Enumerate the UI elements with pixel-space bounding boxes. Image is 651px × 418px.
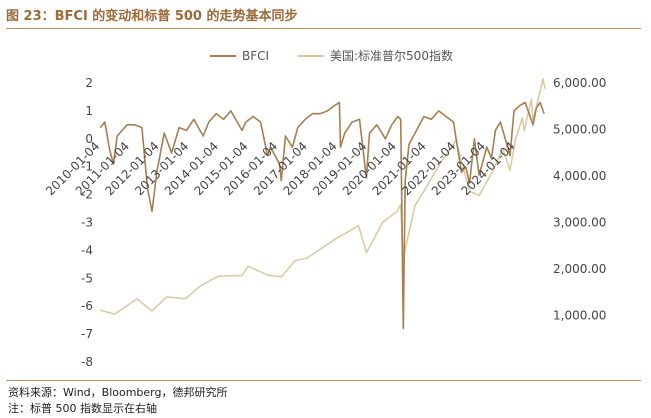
y-left-tick-label: 2	[85, 76, 93, 90]
y-left-tick-label: -2	[81, 188, 93, 202]
y-left-tick-label: -4	[81, 243, 93, 257]
title-divider	[6, 28, 641, 29]
y-right-tick-label: 6,000.00	[553, 76, 606, 90]
y-left-tick-label: -5	[81, 271, 93, 285]
legend-label-spx: 美国:标准普尔500指数	[330, 48, 453, 63]
x-axis: 2010-01-042011-01-042012-01-042013-01-04…	[43, 139, 518, 198]
y-left-tick-label: 0	[85, 132, 93, 146]
chart: BFCI 美国:标准普尔500指数 2 1 0 -1 -2 -3 -4 -5 -6 -7 -8 1,…	[43, 48, 606, 369]
y-left-tick-label: -7	[81, 327, 93, 341]
y-right-tick-label: 2,000.00	[553, 262, 606, 276]
series-line-spx	[100, 78, 546, 315]
series-layer	[99, 78, 546, 330]
y-axis-right: 1,000.00 2,000.00 3,000.00 4,000.00 5,000.00…	[553, 76, 606, 323]
figure-title: 图 23：BFCI 的变动和标普 500 的走势基本同步	[6, 9, 298, 24]
y-right-tick-label: 5,000.00	[553, 123, 606, 137]
y-left-tick-label: -3	[81, 216, 93, 230]
chart-legend: BFCI 美国:标准普尔500指数	[210, 48, 453, 63]
y-left-tick-label: 1	[85, 104, 93, 118]
y-left-tick-label: -6	[81, 299, 93, 313]
y-right-tick-label: 1,000.00	[553, 309, 606, 323]
y-left-tick-label: -1	[81, 160, 93, 174]
axis-note: 注：标普 500 指数显示在右轴	[8, 402, 157, 415]
y-left-tick-label: -8	[81, 355, 93, 369]
y-right-tick-label: 3,000.00	[553, 216, 606, 230]
source-note: 资料来源：Wind，Bloomberg，德邦研究所	[8, 386, 228, 399]
y-right-tick-label: 4,000.00	[553, 169, 606, 183]
y-axis-left: 2 1 0 -1 -2 -3 -4 -5 -6 -7 -8	[81, 76, 93, 369]
legend-label-bfci: BFCI	[242, 49, 269, 63]
footer-divider	[6, 380, 641, 381]
series-line-bfci	[99, 101, 545, 330]
